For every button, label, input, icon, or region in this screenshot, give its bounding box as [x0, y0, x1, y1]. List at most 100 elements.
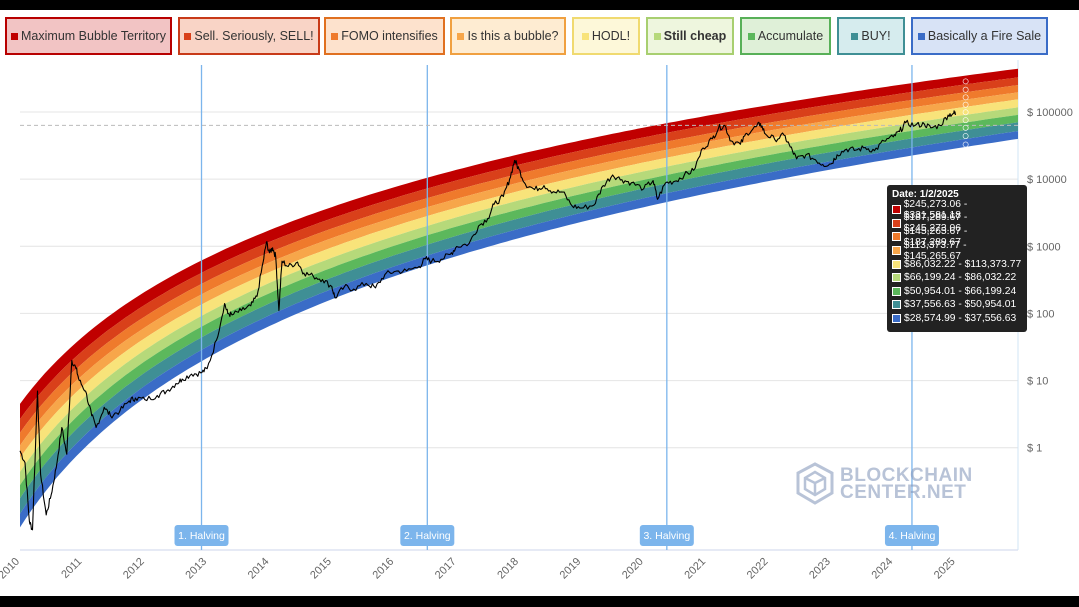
tooltip: Date: 1/2/2025 $245,273.06 - $331,581.18… [887, 185, 1027, 332]
legend-item-3[interactable]: FOMO intensifies [324, 17, 445, 55]
grid-lines [20, 60, 1019, 551]
halving-label-text: 1. Halving [178, 530, 225, 542]
x-tick-label: 2019 [558, 556, 584, 582]
legend-label: Accumulate [757, 29, 824, 43]
x-tick-label: 2022 [745, 556, 771, 582]
tooltip-range: $66,199.24 - $86,032.22 [904, 272, 1017, 284]
legend-item-7[interactable]: Accumulate [740, 17, 831, 55]
legend-swatch [653, 32, 661, 40]
legend-label: Maximum Bubble Territory [21, 29, 166, 43]
legend-label: Is this a bubble? [467, 29, 559, 43]
marker-dot [962, 141, 969, 148]
marker-dot [962, 124, 969, 131]
tooltip-swatch [892, 286, 901, 296]
x-tick-label: 2014 [246, 556, 272, 582]
halving-label: 3. Halving [639, 525, 694, 546]
blockchaincenter-logo: BLOCKCHAIN CENTER.NET [796, 462, 973, 506]
legend-label: BUY! [861, 29, 891, 43]
halving-label-text: 4. Halving [889, 530, 936, 542]
x-tick-label: 2011 [59, 556, 84, 581]
legend-swatch [747, 32, 755, 40]
tooltip-row: $145,265.67 - $187,289.67 [892, 226, 1022, 248]
tooltip-swatch [892, 205, 901, 215]
halving-label-box [639, 525, 694, 546]
x-tick-label: 2018 [495, 556, 521, 582]
legend-item-5[interactable]: HODL! [572, 17, 640, 55]
y-tick-label: $ 10000 [1027, 174, 1067, 186]
legend-swatch [851, 32, 859, 40]
legend-swatch [184, 32, 192, 40]
halving-label-box [884, 525, 939, 546]
legend-swatch [917, 32, 925, 40]
chart-stage: Maximum Bubble Territory Sell. Seriously,… [0, 10, 1079, 596]
y-axis: $ 1 $ 10 $ 100 $ 1000 $ 10000 $ 100000 [1027, 107, 1073, 455]
watermark-line1: BLOCKCHAIN [840, 465, 973, 486]
marker-dot [962, 117, 969, 124]
halving-labels: 1. Halving 2. Halving 3. Halving 4. Halving [174, 525, 939, 546]
tooltip-row: $66,199.24 - $86,032.22 [892, 271, 1022, 285]
tooltip-row: $28,574.99 - $37,556.63 [892, 312, 1022, 326]
tooltip-swatch [892, 246, 901, 256]
marker-dot [962, 133, 969, 139]
marker-dot [962, 94, 969, 101]
legend-swatch [331, 32, 339, 40]
x-tick-label: 2012 [121, 556, 147, 582]
tooltip-row: $37,556.63 - $50,954.01 [892, 298, 1022, 312]
tooltip-range: $145,265.67 - $187,289.67 [903, 225, 968, 248]
rainbow-bands [20, 68, 1018, 528]
x-tick-label: 2013 [183, 556, 209, 582]
legend-swatch [581, 32, 589, 40]
tooltip-swatch [892, 314, 901, 324]
tooltip-swatch [892, 232, 901, 242]
legend-item-9[interactable]: Basically a Fire Sale [911, 17, 1048, 55]
y-tick-label: $ 1000 [1027, 241, 1061, 253]
tooltip-range: $28,574.99 - $37,556.63 [904, 313, 1017, 325]
tooltip-swatch [892, 300, 901, 310]
cube-logo-icon [796, 462, 834, 505]
x-tick-label: 2016 [371, 556, 397, 582]
y-tick-label: $ 100 [1027, 308, 1055, 320]
tooltip-swatch [892, 259, 901, 269]
halving-label: 2. Halving [400, 525, 455, 546]
legend-label: Sell. Seriously, SELL! [194, 29, 314, 43]
x-tick-label: 2024 [870, 556, 896, 582]
halving-label-box [400, 525, 455, 546]
marker-dot [962, 109, 969, 116]
rainbow-chart[interactable]: $ 1$ 10$ 100$ 1000$ 10000$ 100000 2010 20… [0, 10, 1079, 596]
x-tick-label: 2025 [932, 556, 958, 582]
legend-item-6[interactable]: Still cheap [646, 17, 734, 55]
y-tick-label: $ 100000 [1027, 107, 1073, 119]
btc-price-line [19, 110, 957, 531]
legend-item-8[interactable]: BUY! [837, 17, 905, 55]
tooltip-range: $86,032.22 - $113,373.77 [904, 258, 1022, 270]
halving-label-text: 3. Halving [643, 530, 690, 542]
tooltip-date: Date: 1/2/2025 [892, 189, 959, 200]
tooltip-range: $245,273.06 - $331,581.18 [903, 198, 968, 221]
watermark-line2: CENTER.NET [840, 482, 967, 503]
x-tick-label: 2015 [308, 556, 334, 582]
x-axis: 2010 2011 2012 2013 2014 2015 2016 2017 2018 2019… [0, 556, 958, 582]
tooltip-row: $113,373.77 - $145,265.67 [892, 240, 1022, 262]
marker-dot [962, 78, 969, 85]
tooltip-marker [962, 78, 969, 148]
tooltip-row: $187,289.67 - $245,273.06 [892, 212, 1022, 234]
y-tick-label: $ 10 [1027, 376, 1048, 388]
marker-dot [962, 86, 969, 93]
halving-label-text: 2. Halving [404, 530, 451, 542]
tooltip-range: $187,289.67 - $245,273.06 [903, 212, 968, 235]
tooltip-range: $113,373.77 - $145,265.67 [903, 239, 967, 262]
legend-label: HODL! [591, 29, 631, 43]
halving-label: 1. Halving [174, 525, 229, 546]
tooltip-row: $50,954.01 - $66,199.24 [892, 285, 1022, 299]
legend-item-1[interactable]: Maximum Bubble Territory [5, 17, 172, 55]
tooltip-row: $245,273.06 - $331,581.18 [892, 199, 1022, 221]
x-tick-label: 2017 [433, 556, 459, 582]
halving-label: 4. Halving [884, 525, 939, 546]
legend-label: Still cheap [663, 29, 727, 43]
marker-dot [962, 101, 969, 108]
legend-label: FOMO intensifies [341, 29, 438, 43]
tooltip-swatch [892, 218, 901, 228]
legend-item-2[interactable]: Sell. Seriously, SELL! [178, 17, 320, 55]
tooltip-range: $37,556.63 - $50,954.01 [904, 299, 1017, 311]
legend-item-4[interactable]: Is this a bubble? [450, 17, 566, 55]
